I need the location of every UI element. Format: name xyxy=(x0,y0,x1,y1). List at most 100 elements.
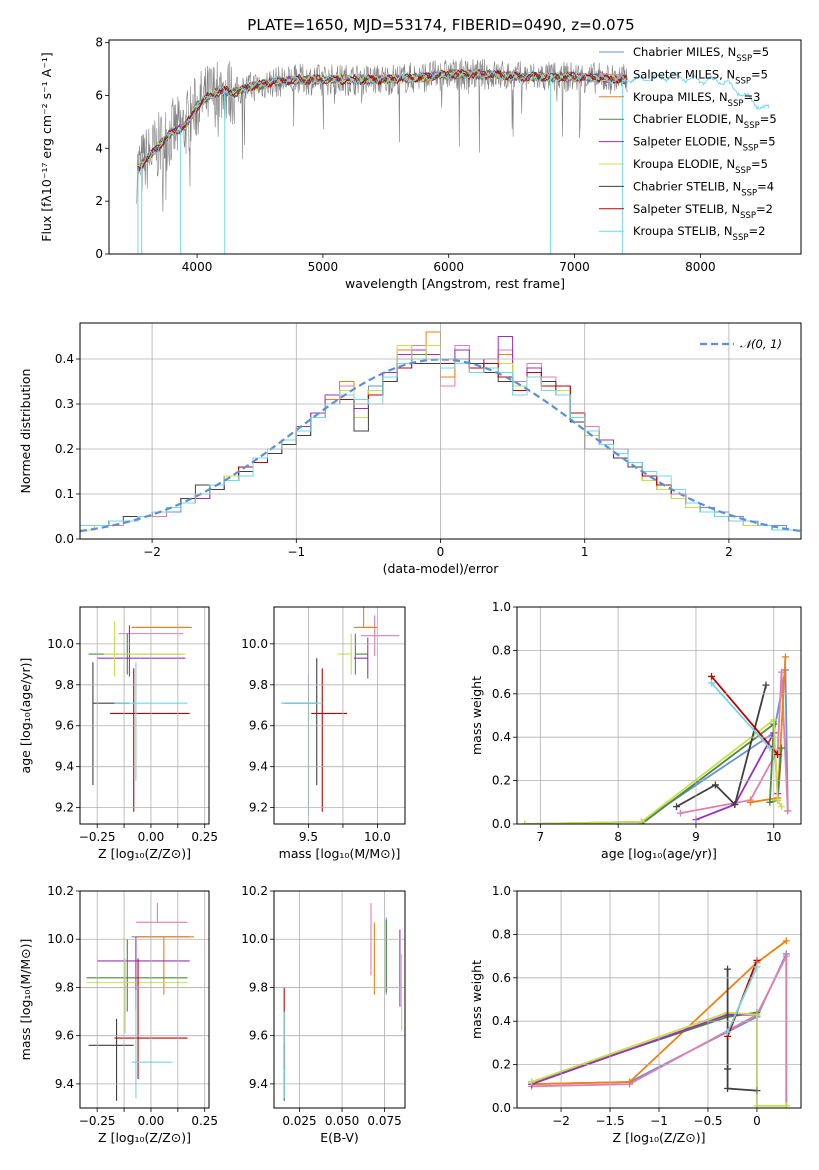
y-tick-label: 1.0 xyxy=(492,600,511,614)
x-tick-label: −1.5 xyxy=(595,1114,624,1128)
x-tick-label: 7000 xyxy=(559,260,590,274)
spectrum-model-line xyxy=(137,68,628,169)
panel-residuals: −2 −1 0 1 2 0.0 0.1 0.2 0.3 0.4 (data-model)/error… xyxy=(18,322,802,576)
x-axis-label: Z [log₁₀(Z/Z⊙)] xyxy=(613,1130,706,1145)
x-axis-label: wavelength [Angstrom, rest frame] xyxy=(345,276,565,291)
spectrum-legend: Chabrier MILES, NSSP=5 Salpeter MILES, NS… xyxy=(599,45,777,243)
weight-point xyxy=(766,798,774,806)
x-axis-label: E(B-V) xyxy=(320,1130,359,1145)
y-tick-label: 0.6 xyxy=(492,971,511,985)
x-tick-label: 10 xyxy=(766,830,781,844)
weight-point xyxy=(778,803,786,811)
weight-point xyxy=(521,820,529,824)
y-tick-label: 10.0 xyxy=(47,637,74,651)
weight-point xyxy=(711,781,719,789)
y-axis-label: Normed distribution xyxy=(18,369,33,494)
spectrum-model-line xyxy=(137,69,770,173)
spectrum-data-line xyxy=(136,58,628,212)
x-tick-label: −1 xyxy=(650,1114,668,1128)
spectrum-model-line xyxy=(137,67,628,167)
y-tick-label: 0.3 xyxy=(55,397,74,411)
y-tick-label: 9.8 xyxy=(249,980,268,994)
x-tick-label: −0.5 xyxy=(693,1114,722,1128)
panel-spectrum: 4000 5000 6000 7000 8000 0 2 4 6 8 wavelength [Ang… xyxy=(39,36,802,291)
plot-area-spectrum xyxy=(136,58,770,254)
plot-area-age-vs-Z xyxy=(88,621,192,812)
y-tick-label: 0.6 xyxy=(492,687,511,701)
x-tick-label: 0.00 xyxy=(138,830,165,844)
y-tick-label: 10.0 xyxy=(241,932,268,946)
y-tick-label: 9.4 xyxy=(249,760,268,774)
x-tick-label: −0.25 xyxy=(79,1114,116,1128)
x-tick-label: 0.25 xyxy=(191,1114,218,1128)
y-axis-label: mass weight xyxy=(469,960,484,1039)
y-tick-label: 8 xyxy=(95,36,103,50)
axes-frame xyxy=(516,606,802,825)
y-tick-label: 0.2 xyxy=(492,774,511,788)
y-tick-label: 9.4 xyxy=(55,760,74,774)
legend-entry: Salpeter MILES, NSSP=5 xyxy=(633,67,768,86)
weight-point xyxy=(782,952,790,960)
weight-point xyxy=(782,1102,790,1108)
y-tick-label: 9.6 xyxy=(55,719,74,733)
y-tick-label: 0.4 xyxy=(55,352,74,366)
legend-entry: Chabrier ELODIE, NSSP=5 xyxy=(633,112,777,131)
y-tick-label: 0.8 xyxy=(492,643,511,657)
plot-area-weight-vs-age xyxy=(521,653,792,824)
spectrum-model-line xyxy=(137,68,628,175)
weight-point xyxy=(724,1084,732,1092)
x-tick-label: 0.25 xyxy=(191,830,218,844)
y-tick-label: 0.4 xyxy=(492,1014,511,1028)
panel-mass-vs-ebv: 0.025 0.050 0.075 9.4 9.6 9.8 10.0 10.2 E(B-V) xyxy=(241,884,406,1145)
y-tick-label: 9.8 xyxy=(55,678,74,692)
plot-area-age-vs-mass xyxy=(280,607,400,816)
weight-point xyxy=(673,803,681,811)
y-axis-label: mass [log₁₀(M/M⊙)] xyxy=(18,939,33,1061)
axes-frame xyxy=(273,890,406,1109)
x-tick-label: 5000 xyxy=(308,260,339,274)
weight-series-line xyxy=(710,675,779,756)
weight-point xyxy=(637,818,645,824)
weight-point xyxy=(774,796,782,804)
x-tick-label: −2 xyxy=(552,1114,570,1128)
panel-age-vs-Z: −0.25 0.00 0.25 9.2 9.4 9.6 9.8 10.0 Z [log₁₀(Z/… xyxy=(18,606,218,861)
y-tick-label: 10.2 xyxy=(47,884,74,898)
axes-frame xyxy=(273,606,406,825)
weight-point xyxy=(762,681,770,689)
axes-frame xyxy=(108,39,802,255)
x-axis-label: age [log₁₀(age/yr)] xyxy=(601,846,717,861)
axes-frame xyxy=(79,606,210,825)
weight-point xyxy=(784,807,792,815)
y-tick-label: 0.2 xyxy=(55,442,74,456)
plot-area-mass-vs-Z xyxy=(86,903,194,1101)
y-tick-label: 2 xyxy=(95,194,103,208)
y-tick-label: 0.8 xyxy=(492,927,511,941)
y-tick-label: 9.4 xyxy=(249,1077,268,1091)
weight-point xyxy=(781,653,789,661)
x-axis-label: Z [log₁₀(Z/Z⊙)] xyxy=(98,846,191,861)
legend-entry: Chabrier MILES, NSSP=5 xyxy=(633,45,769,64)
y-tick-label: 0.4 xyxy=(492,730,511,744)
x-tick-label: 6000 xyxy=(433,260,464,274)
spectrum-model-line xyxy=(137,68,628,174)
panel-mass-vs-Z: −0.25 0.00 0.25 9.4 9.6 9.8 10.0 10.2 Z [log₁₀(Z… xyxy=(18,884,218,1145)
weight-series-line xyxy=(531,940,787,1085)
y-axis-label: mass weight xyxy=(469,676,484,755)
y-tick-label: 9.2 xyxy=(249,801,268,815)
y-tick-label: 9.6 xyxy=(249,1029,268,1043)
weight-point xyxy=(626,1078,634,1086)
y-tick-label: 0.2 xyxy=(492,1058,511,1072)
panel-age-vs-mass: 9.5 10.0 9.2 9.4 9.6 9.8 10.0 mass [log₁₀(M/M⊙)… xyxy=(241,606,406,861)
legend-entry: Kroupa STELIB, NSSP=2 xyxy=(633,224,765,243)
weight-point xyxy=(731,800,739,808)
axes-frame xyxy=(79,890,210,1109)
weight-point xyxy=(766,744,774,752)
x-axis-label: (data-model)/error xyxy=(383,561,500,576)
y-tick-label: 0.0 xyxy=(492,1101,511,1115)
x-tick-label: 0 xyxy=(753,1114,761,1128)
y-tick-label: 9.8 xyxy=(249,678,268,692)
weight-point xyxy=(676,809,684,817)
x-tick-label: 7 xyxy=(537,830,545,844)
y-tick-label: 1.0 xyxy=(492,884,511,898)
weight-point xyxy=(708,679,716,687)
